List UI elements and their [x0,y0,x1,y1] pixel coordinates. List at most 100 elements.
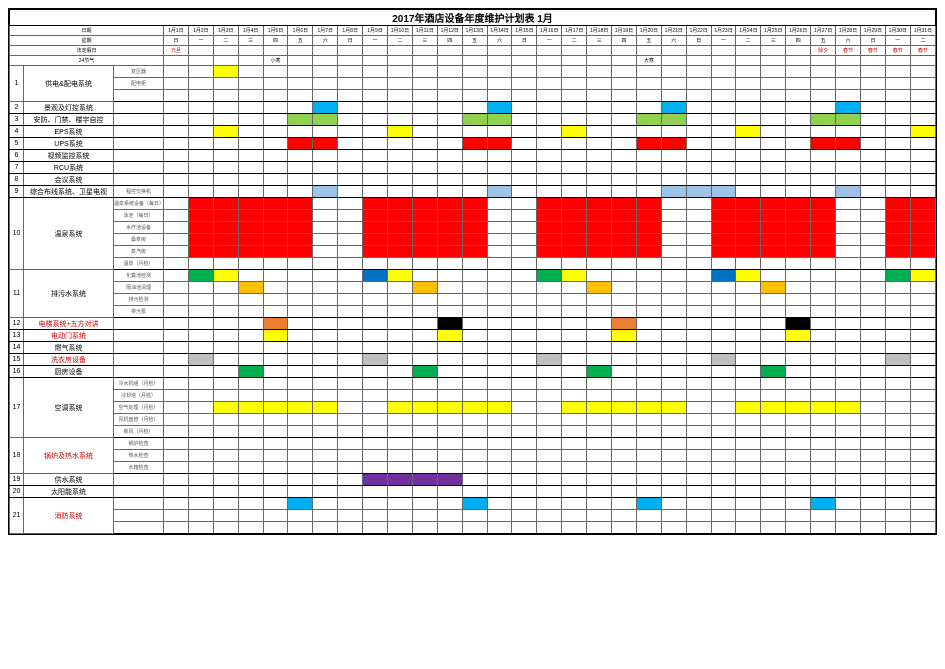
row-sublabel [114,114,164,126]
schedule-cell [836,522,861,534]
schedule-cell [288,114,313,126]
schedule-cell [462,282,487,294]
schedule-cell [313,522,338,534]
data-row: 隔油池清理 [10,282,936,294]
schedule-cell [885,330,910,342]
schedule-cell [885,186,910,198]
schedule-cell [736,90,761,102]
weekday-cell: 四 [612,36,637,46]
schedule-cell [836,510,861,522]
schedule-cell [437,282,462,294]
schedule-cell [910,282,935,294]
schedule-cell [587,306,612,318]
solar-cell [562,56,587,66]
schedule-cell [487,354,512,366]
schedule-cell [786,186,811,198]
schedule-cell [512,426,537,438]
schedule-cell [487,474,512,486]
schedule-cell [313,270,338,282]
schedule-cell [412,270,437,282]
schedule-cell [562,66,587,78]
schedule-cell [562,198,587,210]
schedule-cell [711,414,736,426]
schedule-cell [412,138,437,150]
schedule-cell [811,354,836,366]
schedule-cell [238,186,263,198]
row-sublabel: 程控交换机 [114,186,164,198]
row-sublabel [114,126,164,138]
solar-cell [412,56,437,66]
schedule-cell [537,114,562,126]
schedule-cell [363,198,388,210]
schedule-cell [587,258,612,270]
schedule-cell [213,522,238,534]
schedule-cell [736,402,761,414]
schedule-cell [836,234,861,246]
schedule-cell [188,426,213,438]
schedule-cell [412,114,437,126]
weekday-label: 星期 [10,36,164,46]
schedule-cell [263,234,288,246]
schedule-cell [512,402,537,414]
solar-cell [736,56,761,66]
schedule-cell [462,510,487,522]
solar-cell [537,56,562,66]
date-cell: 1月20日 [636,26,661,36]
date-cell: 1月29日 [860,26,885,36]
schedule-cell [562,258,587,270]
schedule-cell [338,222,363,234]
schedule-cell [188,126,213,138]
data-row: 冷却塔（月检） [10,390,936,402]
schedule-cell [811,366,836,378]
schedule-cell [661,198,686,210]
schedule-cell [786,270,811,282]
solar-cell [188,56,213,66]
schedule-cell [338,282,363,294]
schedule-cell [860,402,885,414]
date-cell: 1月18日 [587,26,612,36]
schedule-cell [711,162,736,174]
schedule-cell [562,474,587,486]
schedule-cell [164,474,189,486]
schedule-cell [562,402,587,414]
schedule-cell [885,486,910,498]
solar-cell [512,56,537,66]
schedule-cell [263,390,288,402]
schedule-cell [686,354,711,366]
schedule-cell [462,222,487,234]
schedule-cell [786,210,811,222]
schedule-cell [512,342,537,354]
schedule-cell [437,414,462,426]
schedule-cell [562,498,587,510]
schedule-cell [786,246,811,258]
schedule-cell [288,246,313,258]
schedule-cell [238,450,263,462]
schedule-cell [612,522,637,534]
schedule-cell [437,150,462,162]
schedule-cell [860,438,885,450]
schedule-cell [363,126,388,138]
schedule-cell [537,426,562,438]
schedule-cell [313,438,338,450]
schedule-cell [338,354,363,366]
row-sublabel: 空气处理（月检） [114,402,164,414]
schedule-cell [860,78,885,90]
schedule-cell [462,150,487,162]
schedule-cell [388,78,413,90]
schedule-cell [512,90,537,102]
schedule-cell [338,426,363,438]
schedule-cell [885,522,910,534]
schedule-cell [711,510,736,522]
holiday-cell [238,46,263,56]
schedule-cell [636,342,661,354]
schedule-cell [412,66,437,78]
data-row: 7RCU系统 [10,162,936,174]
schedule-cell [512,222,537,234]
schedule-cell [462,210,487,222]
row-name: 景观及灯控系统 [24,102,114,114]
schedule-cell [338,510,363,522]
schedule-cell [636,186,661,198]
data-row: 温泉（月检） [10,258,936,270]
schedule-cell [238,270,263,282]
schedule-cell [636,318,661,330]
